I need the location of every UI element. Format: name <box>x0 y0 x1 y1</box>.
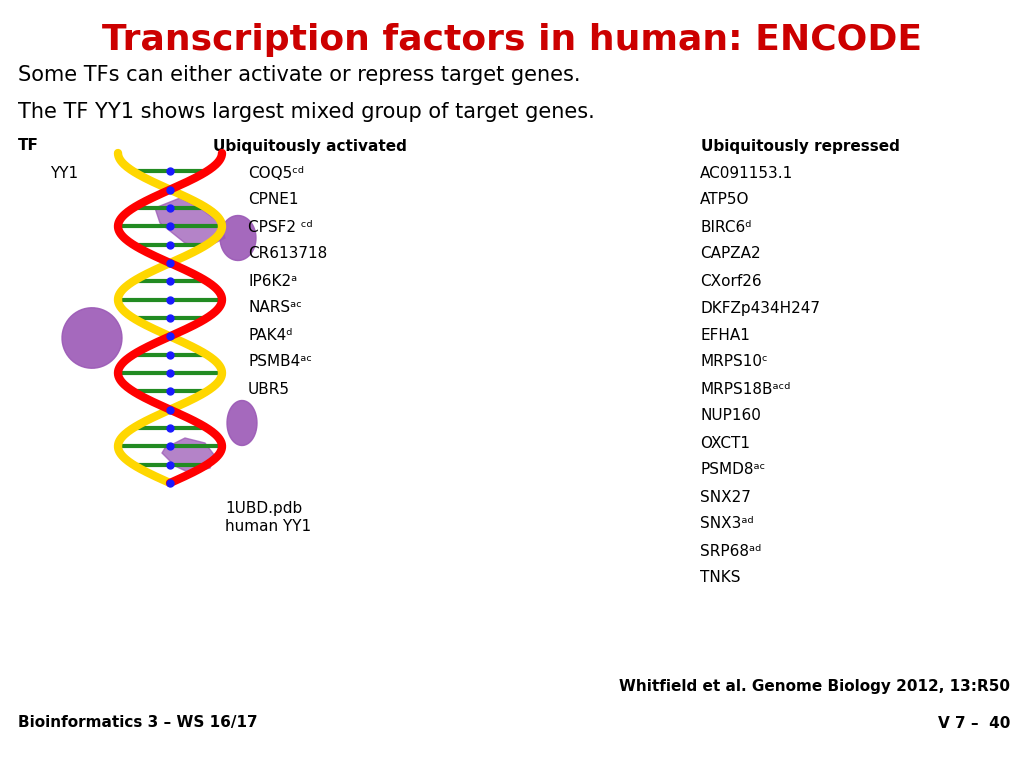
Point <box>162 458 178 471</box>
Point <box>162 367 178 379</box>
Text: Ubiquitously activated: Ubiquitously activated <box>213 138 407 154</box>
Point <box>162 239 178 251</box>
Polygon shape <box>162 438 215 473</box>
Text: Bioinformatics 3 – WS 16/17: Bioinformatics 3 – WS 16/17 <box>18 716 258 730</box>
Text: BIRC6ᵈ: BIRC6ᵈ <box>700 220 752 234</box>
Point <box>162 403 178 415</box>
Point <box>162 257 178 269</box>
Text: CR613718: CR613718 <box>248 247 328 261</box>
Polygon shape <box>227 400 257 445</box>
Text: OXCT1: OXCT1 <box>700 435 750 451</box>
Text: The TF YY1 shows largest mixed group of target genes.: The TF YY1 shows largest mixed group of … <box>18 102 595 122</box>
Text: Ubiquitously repressed: Ubiquitously repressed <box>700 138 899 154</box>
Polygon shape <box>62 308 122 368</box>
Text: human YY1: human YY1 <box>225 519 311 534</box>
Text: CPNE1: CPNE1 <box>248 193 299 207</box>
Point <box>162 184 178 196</box>
Text: CXorf26: CXorf26 <box>700 273 762 289</box>
Text: EFHA1: EFHA1 <box>700 327 750 343</box>
Text: PAK4ᵈ: PAK4ᵈ <box>248 327 293 343</box>
Point <box>162 312 178 324</box>
Text: AC091153.1: AC091153.1 <box>700 165 794 180</box>
Polygon shape <box>220 216 256 260</box>
Text: YY1: YY1 <box>50 165 78 180</box>
Text: CPSF2 ᶜᵈ: CPSF2 ᶜᵈ <box>248 220 312 234</box>
Point <box>162 330 178 343</box>
Point <box>162 477 178 489</box>
Text: DKFZp434H247: DKFZp434H247 <box>700 300 820 316</box>
Text: TNKS: TNKS <box>700 571 740 585</box>
Text: MRPS18Bᵃᶜᵈ: MRPS18Bᵃᶜᵈ <box>700 382 791 396</box>
Text: 1UBD.pdb: 1UBD.pdb <box>225 501 302 516</box>
Point <box>162 202 178 214</box>
Text: Transcription factors in human: ENCODE: Transcription factors in human: ENCODE <box>102 23 922 57</box>
Text: UBR5: UBR5 <box>248 382 290 396</box>
Point <box>162 422 178 434</box>
Point <box>162 386 178 398</box>
Point <box>162 165 178 177</box>
Text: MRPS10ᶜ: MRPS10ᶜ <box>700 355 768 369</box>
Text: PSMB4ᵃᶜ: PSMB4ᵃᶜ <box>248 355 312 369</box>
Text: NARSᵃᶜ: NARSᵃᶜ <box>248 300 302 316</box>
Polygon shape <box>155 198 225 248</box>
Text: NUP160: NUP160 <box>700 409 761 423</box>
Text: SRP68ᵃᵈ: SRP68ᵃᵈ <box>700 544 762 558</box>
Point <box>162 349 178 361</box>
Text: IP6K2ᵃ: IP6K2ᵃ <box>248 273 297 289</box>
Point <box>162 440 178 452</box>
Point <box>162 275 178 287</box>
Text: PSMD8ᵃᶜ: PSMD8ᵃᶜ <box>700 462 765 478</box>
Text: CAPZA2: CAPZA2 <box>700 247 761 261</box>
Text: COQ5ᶜᵈ: COQ5ᶜᵈ <box>248 165 304 180</box>
Point <box>162 220 178 233</box>
Text: Some TFs can either activate or repress target genes.: Some TFs can either activate or repress … <box>18 65 581 85</box>
Text: SNX3ᵃᵈ: SNX3ᵃᵈ <box>700 517 754 531</box>
Text: TF: TF <box>18 138 39 154</box>
Text: V 7 –  40: V 7 – 40 <box>938 716 1010 730</box>
Point <box>162 293 178 306</box>
Text: Whitfield et al. Genome Biology 2012, 13:R50: Whitfield et al. Genome Biology 2012, 13… <box>618 678 1010 694</box>
Text: SNX27: SNX27 <box>700 489 751 505</box>
Text: ATP5O: ATP5O <box>700 193 750 207</box>
